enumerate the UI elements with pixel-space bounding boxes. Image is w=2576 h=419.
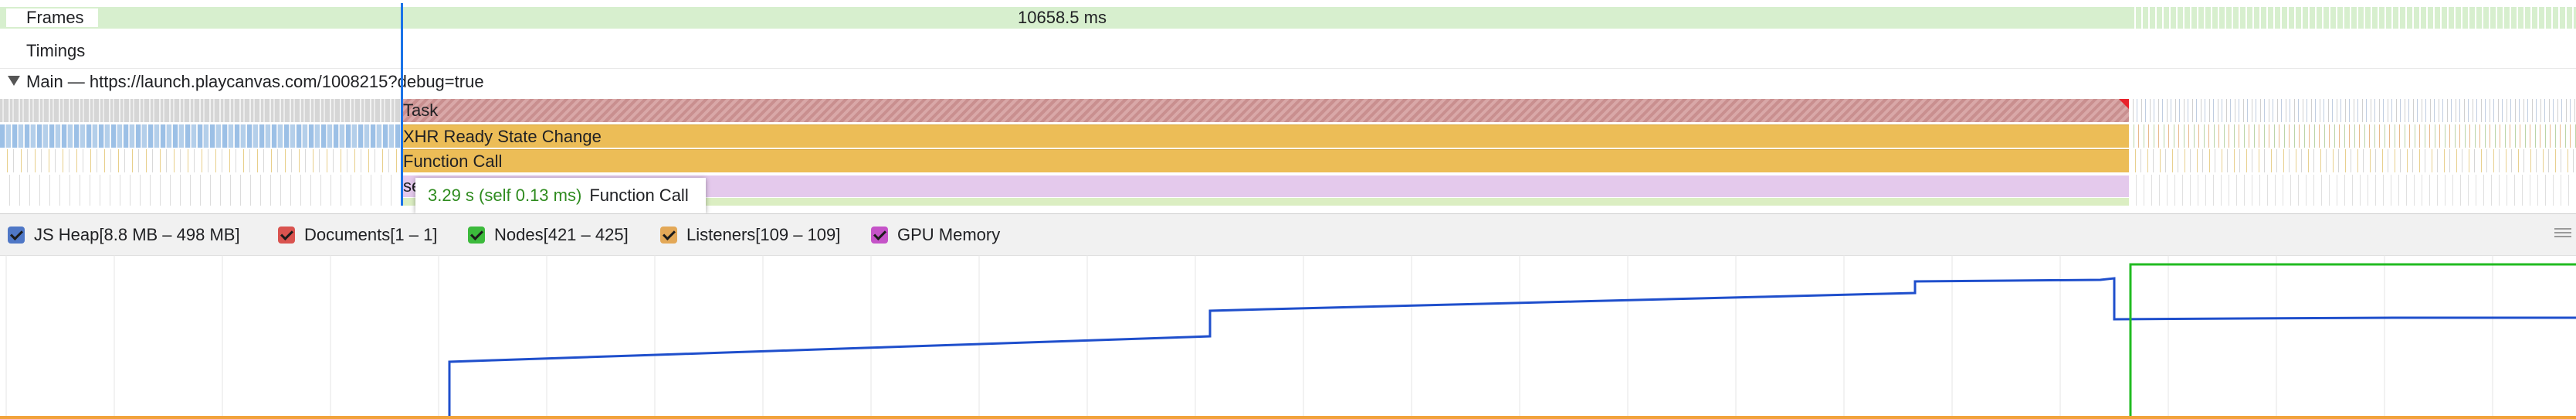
task-activity-strip[interactable]	[0, 99, 403, 122]
subcall-activity-strip[interactable]	[0, 175, 403, 206]
checkbox-icon[interactable]	[871, 227, 888, 244]
frames-track[interactable]	[0, 7, 2129, 29]
disclosure-triangle-icon[interactable]	[8, 76, 20, 86]
frames-label[interactable]: Frames	[6, 9, 98, 27]
child-slice[interactable]	[403, 198, 2129, 206]
task-activity-strip[interactable]	[2129, 99, 2576, 122]
counter-gpu-memory[interactable]: GPU Memory	[871, 224, 1000, 246]
function-activity-strip[interactable]	[2129, 149, 2576, 172]
js-heap-line	[448, 277, 2576, 419]
memory-graph[interactable]	[0, 255, 2576, 419]
counter-documents[interactable]: Documents[1 – 1]	[278, 224, 437, 246]
listeners-line	[0, 416, 2576, 419]
timeline-cursor[interactable]	[401, 3, 403, 206]
drag-handle-icon[interactable]	[2554, 228, 2571, 239]
long-task-marker	[2119, 99, 2129, 109]
counter-label: Nodes[421 – 425]	[494, 225, 629, 244]
subcall-activity-strip[interactable]	[2129, 175, 2576, 206]
checkbox-icon[interactable]	[660, 227, 677, 244]
frames-track-tail[interactable]	[2129, 7, 2576, 29]
counter-label: Documents[1 – 1]	[304, 225, 438, 244]
frame-duration[interactable]: 10658.5 ms	[1018, 8, 1107, 27]
counter-nodes[interactable]: Nodes[421 – 425]	[468, 224, 629, 246]
counter-listeners[interactable]: Listeners[109 – 109]	[660, 224, 840, 246]
tooltip-name: Function Call	[589, 186, 689, 205]
timings-label[interactable]: Timings	[26, 41, 86, 60]
checkbox-icon[interactable]	[278, 227, 295, 244]
counter-label: JS Heap[8.8 MB – 498 MB]	[34, 225, 240, 244]
main-header-divider	[0, 68, 2576, 69]
memory-counters-bar: JS Heap[8.8 MB – 498 MB] Documents[1 – 1…	[0, 213, 2576, 256]
graph-grid	[5, 255, 2493, 419]
xhr-ready-state-change-slice[interactable]: XHR Ready State Change	[403, 124, 2129, 148]
checkbox-icon[interactable]	[468, 227, 485, 244]
counter-js-heap[interactable]: JS Heap[8.8 MB – 498 MB]	[8, 224, 240, 246]
tooltip-time: 3.29 s (self 0.13 ms)	[428, 186, 582, 205]
counter-label: GPU Memory	[897, 225, 1001, 244]
xhr-activity-strip[interactable]	[0, 124, 403, 148]
task-slice[interactable]: Task	[403, 99, 2129, 122]
nodes-line	[2129, 263, 2576, 419]
checkbox-icon[interactable]	[8, 227, 25, 244]
main-thread-label[interactable]: Main — https://launch.playcanvas.com/100…	[26, 72, 484, 91]
function-call-slice[interactable]: Function Call	[403, 149, 2129, 172]
counter-label: Listeners[109 – 109]	[686, 225, 841, 244]
xhr-activity-strip[interactable]	[2129, 124, 2576, 148]
slice-tooltip: 3.29 s (self 0.13 ms) Function Call	[415, 178, 706, 213]
function-activity-strip[interactable]	[0, 149, 403, 172]
